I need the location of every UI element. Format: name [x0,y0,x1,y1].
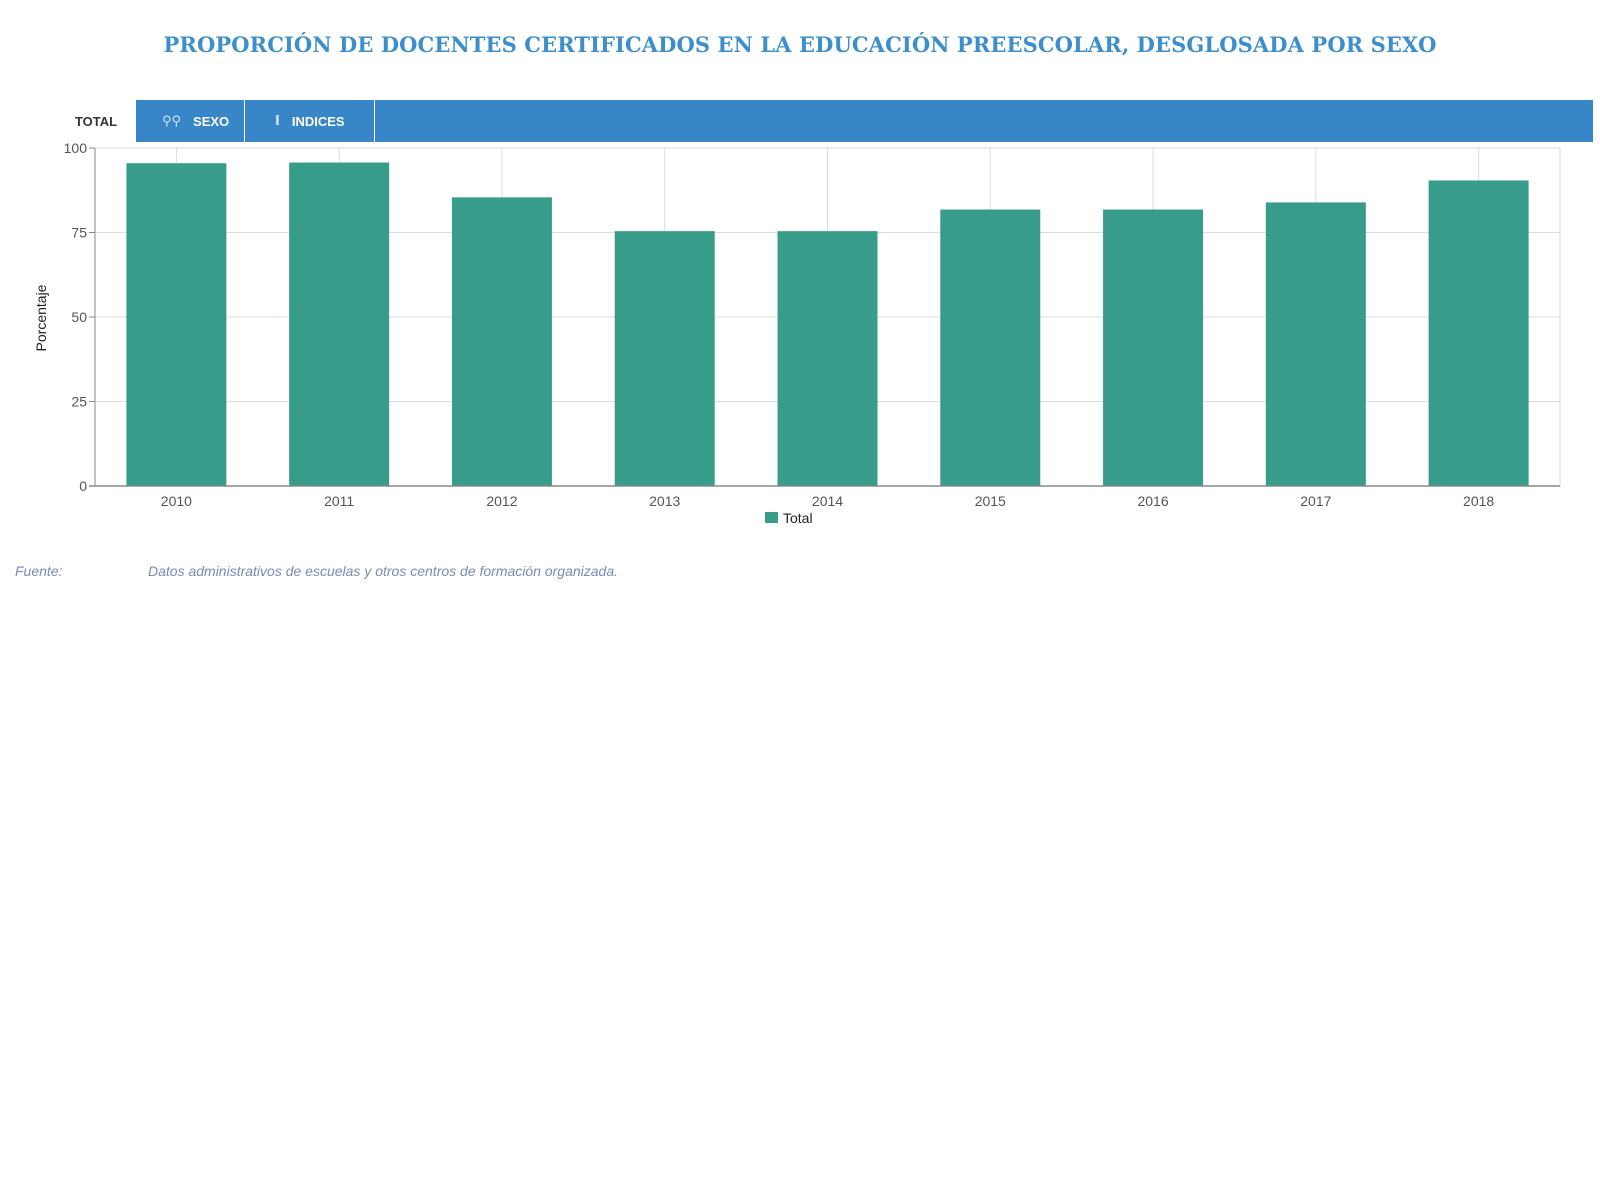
source-label: Fuente: [15,563,63,579]
tab-bar: TOTAL ⚲⚲ SEXO Ⅰ INDICES [57,100,1593,142]
index-icon: Ⅰ [275,113,280,128]
y-axis-label: Porcentaje [33,284,49,351]
chart-area: 0 25 50 75 100 2010 2011 2012 2013 2014 2015 2016 20… [0,140,1600,540]
y-tick-label: 100 [64,140,88,156]
tab-strip: ⚲⚲ SEXO Ⅰ INDICES [136,100,1593,142]
tab-total[interactable]: TOTAL [57,100,135,142]
y-tick-label: 25 [71,394,87,410]
tab-sexo-label: SEXO [193,113,230,129]
bar [940,209,1041,486]
bar [451,197,552,486]
tab-sexo[interactable]: ⚲⚲ SEXO [136,100,245,142]
bar [1265,202,1366,486]
x-tick-label: 2016 [1137,493,1168,509]
page-title: PROPORCIÓN DE DOCENTES CERTIFICADOS EN L… [163,32,1437,57]
x-tick-label: 2015 [975,493,1006,509]
bar-chart: 0 25 50 75 100 2010 2011 2012 2013 2014 2015 2016 20… [33,140,1561,526]
y-tick-label: 0 [79,478,87,494]
bar [289,162,390,486]
x-tick-label: 2014 [812,493,843,509]
x-tick-label: 2010 [161,493,192,509]
source-text: Datos administrativos de escuelas y otro… [148,563,619,579]
y-tick-label: 50 [71,309,87,325]
bar [777,231,878,486]
legend-swatch [765,512,778,523]
x-tick-label: 2011 [324,493,354,509]
x-tick-label: 2018 [1463,493,1494,509]
bar [1428,180,1529,486]
tab-indices[interactable]: Ⅰ INDICES [245,100,375,142]
y-tick-label: 75 [71,225,87,241]
x-tick-label: 2013 [649,493,680,509]
x-tick-label: 2012 [486,493,517,509]
gender-icon: ⚲⚲ [162,113,182,128]
tab-indices-label: INDICES [291,113,345,129]
bar [1103,209,1204,486]
bar [126,163,227,486]
bar [614,231,715,486]
legend-label: Total [783,510,813,526]
x-tick-label: 2017 [1300,493,1331,509]
